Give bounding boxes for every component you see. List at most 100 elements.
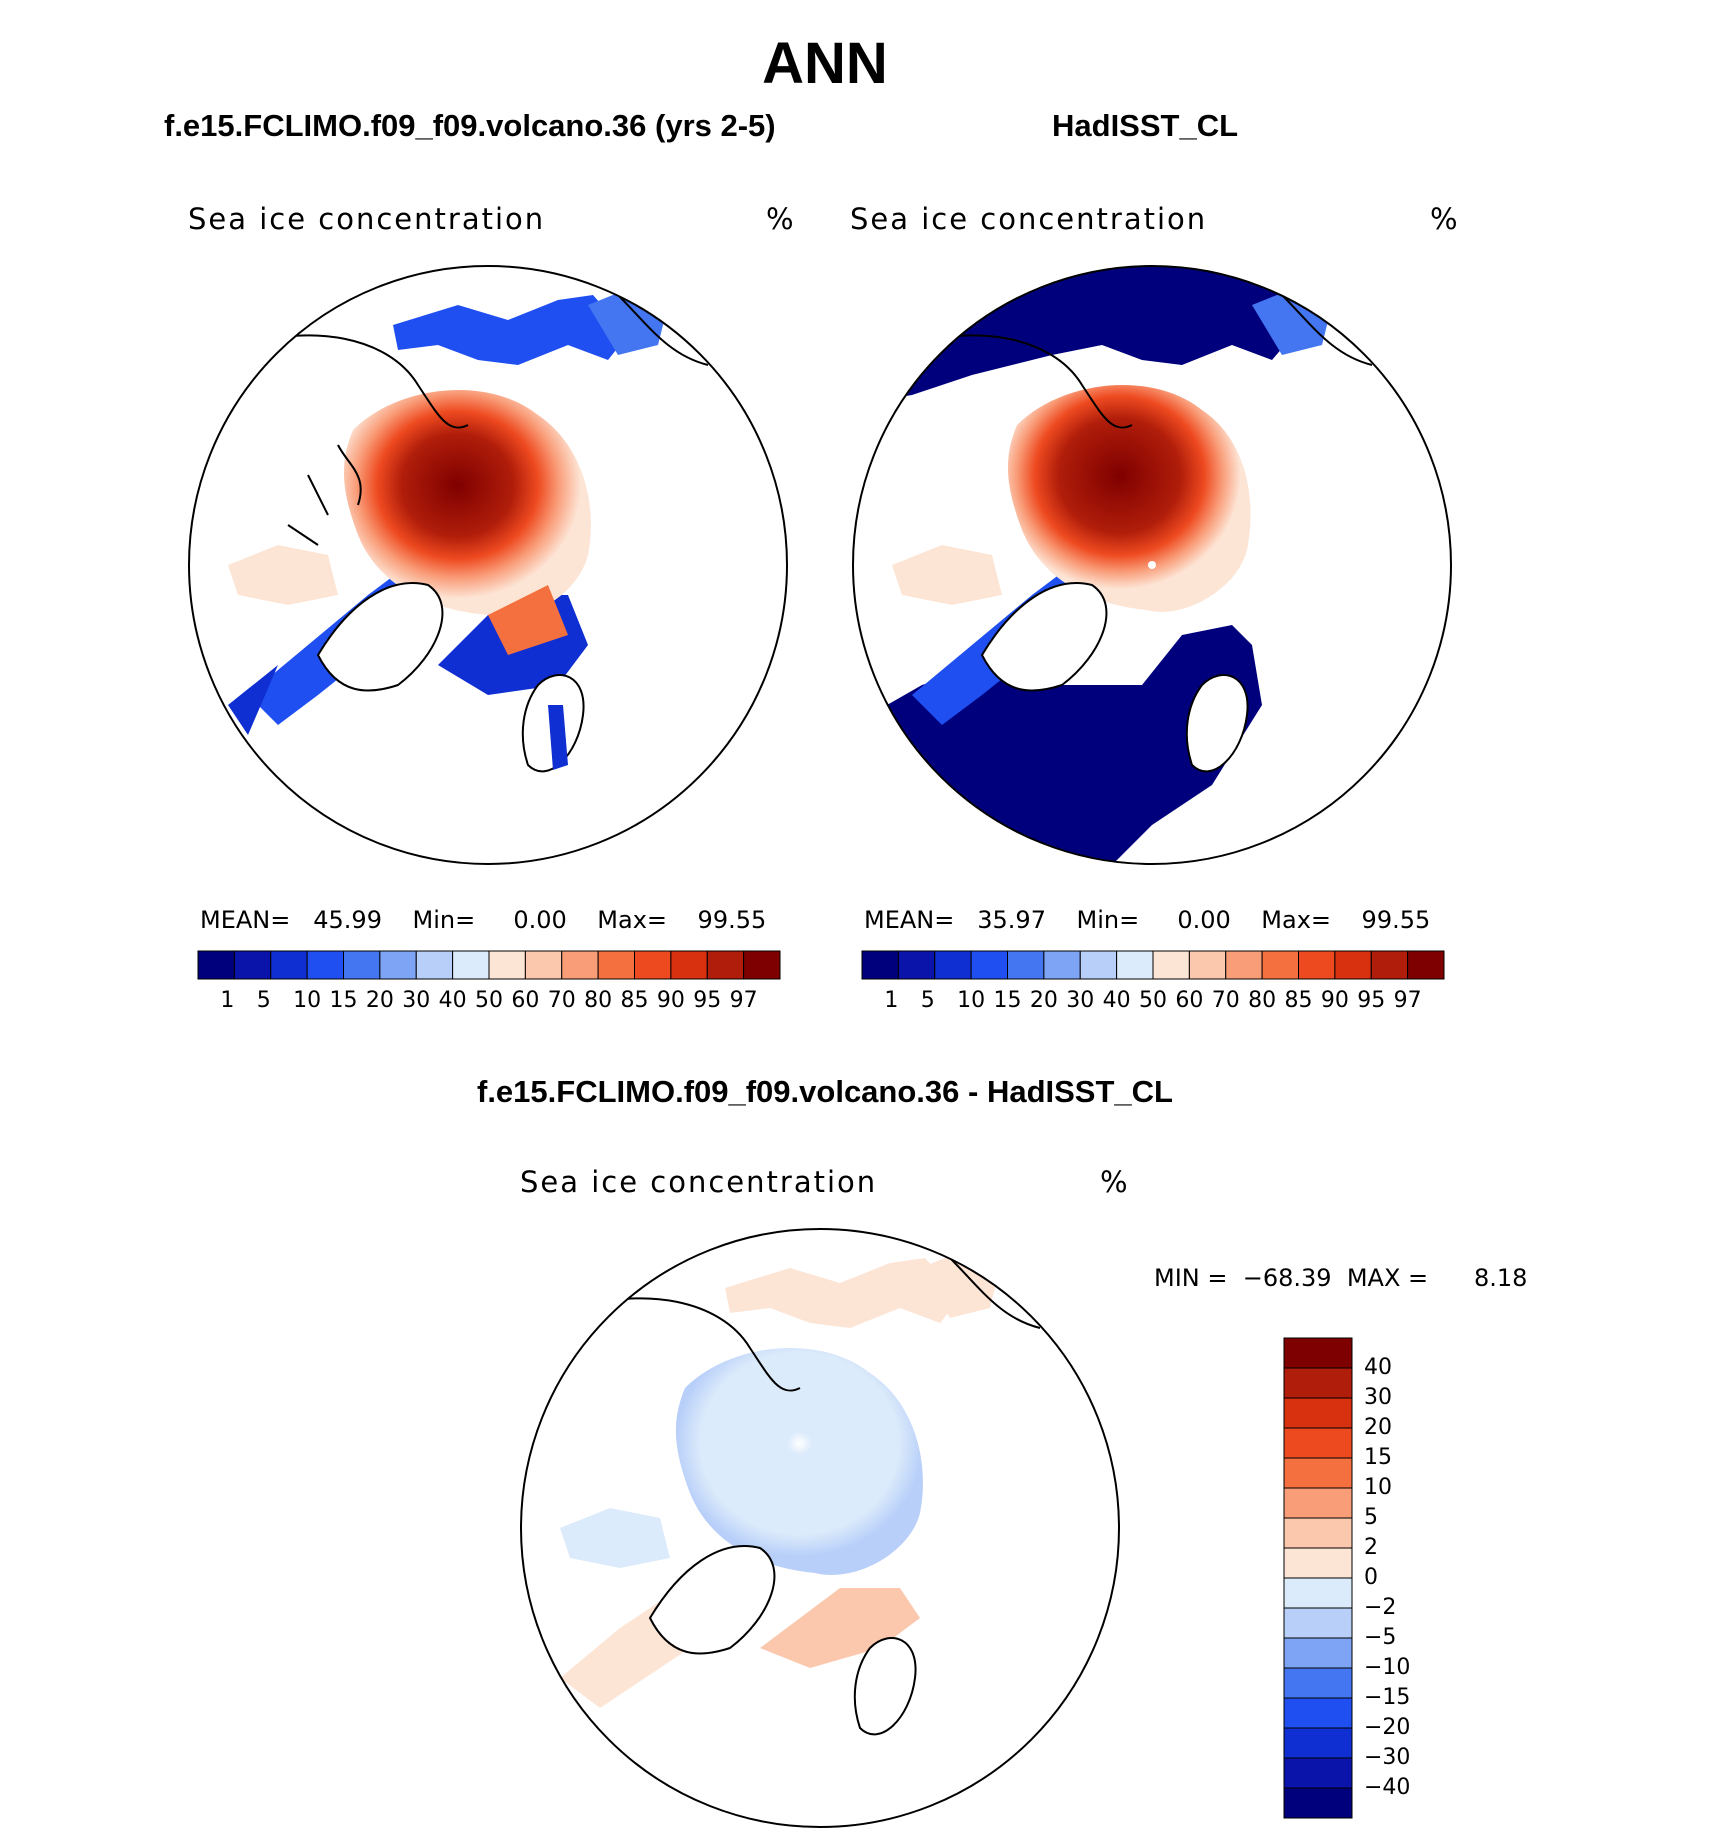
panel2-colorbar	[861, 950, 1445, 980]
panel1-title: f.e15.FCLIMO.f09_f09.volcano.36 (yrs 2-5…	[164, 108, 776, 143]
colorbar-tick-label: 50	[475, 988, 503, 1013]
panel3-baffin-diff	[560, 1508, 670, 1568]
panel1-barents-edge	[488, 585, 568, 655]
colorbar-tick-label: 5	[920, 988, 935, 1013]
colorbar-tick-label: 30	[1066, 988, 1095, 1013]
colorbar-tick-label: 50	[1139, 988, 1167, 1013]
colorbar-swatch-11	[1283, 1667, 1353, 1699]
panel2-variable-label: Sea ice concentration	[850, 202, 1208, 236]
panel3-central-diff	[675, 1347, 923, 1575]
colorbar-swatch-2	[270, 950, 308, 980]
panel3-title: f.e15.FCLIMO.f09_f09.volcano.36 - HadISS…	[477, 1074, 1173, 1109]
colorbar-tick-label: 10	[1364, 1475, 1392, 1500]
panel3-stats-row: MIN = −68.39 MAX = 8.18	[1154, 1264, 1527, 1292]
panel2-colorbar-ticks: 1 5 10 15 20 30 40 50 60 70 80 85 90 95 97	[862, 988, 1444, 1018]
colorbar-swatch-3	[970, 950, 1008, 980]
colorbar-tick-label: 40	[438, 988, 467, 1013]
colorbar-tick-label: 70	[547, 988, 576, 1013]
panel1-greenland-land	[316, 582, 444, 692]
panel2-max-label: Max=	[1261, 906, 1332, 934]
colorbar-tick-label: 97	[1393, 988, 1422, 1013]
colorbar-tick-label: 15	[1364, 1445, 1392, 1470]
colorbar-swatch-8	[1152, 950, 1190, 980]
panel2-min-label: Min=	[1076, 906, 1140, 934]
colorbar-swatch-0	[861, 950, 899, 980]
panel3-colorbar	[1283, 1337, 1353, 1819]
panel2-map	[852, 265, 1452, 865]
colorbar-tick-label: 90	[1320, 988, 1349, 1013]
panel2-min-value: 0.00	[1177, 906, 1231, 934]
page-title: ANN	[762, 31, 888, 96]
colorbar-swatch-6	[1079, 950, 1118, 980]
colorbar-tick-label: 10	[957, 988, 986, 1013]
colorbar-tick-label: 0	[1364, 1565, 1378, 1590]
colorbar-swatch-14	[1283, 1757, 1353, 1789]
colorbar-swatch-14	[706, 950, 745, 980]
panel2-pole-hole	[1148, 561, 1156, 569]
panel1-map	[188, 265, 788, 865]
panel3-colorbar-ticks: 40 30 20 15 10 5 2 0 −2 −5 −10 −15 −20 −30 −40	[1364, 1338, 1444, 1818]
colorbar-swatch-7	[1283, 1547, 1353, 1579]
colorbar-tick-label: 20	[1364, 1415, 1392, 1440]
colorbar-swatch-8	[1283, 1577, 1353, 1609]
colorbar-swatch-4	[343, 950, 381, 980]
panel2-central-ice	[1007, 384, 1251, 612]
colorbar-tick-label: 30	[1364, 1385, 1392, 1410]
panel1-labrador-low	[228, 665, 278, 735]
panel1-baltic-ice	[548, 705, 568, 770]
colorbar-tick-label: 15	[993, 988, 1022, 1013]
panel1-central-ice	[343, 389, 591, 617]
colorbar-swatch-13	[1334, 950, 1372, 980]
colorbar-swatch-4	[1283, 1457, 1353, 1489]
colorbar-swatch-11	[1261, 950, 1299, 980]
colorbar-swatch-12	[634, 950, 672, 980]
panel1-colorbar	[197, 950, 781, 980]
colorbar-swatch-5	[1043, 950, 1081, 980]
panel3-greenland-land	[648, 1545, 776, 1655]
panel3-units-label: %	[1100, 1165, 1130, 1199]
colorbar-tick-label: −10	[1364, 1655, 1411, 1680]
colorbar-swatch-1	[897, 950, 936, 980]
colorbar-swatch-1	[233, 950, 272, 980]
colorbar-swatch-15	[1407, 950, 1445, 980]
colorbar-tick-label: 85	[620, 988, 649, 1013]
panel2-baffin-ice	[892, 545, 1002, 605]
colorbar-swatch-0	[197, 950, 235, 980]
panel3-alaska-coast	[949, 1257, 1041, 1329]
colorbar-swatch-9	[1283, 1607, 1353, 1639]
panel1-canada-islands	[287, 444, 362, 546]
colorbar-swatch-3	[306, 950, 344, 980]
colorbar-tick-label: 80	[1248, 988, 1277, 1013]
colorbar-tick-label: −30	[1364, 1745, 1411, 1770]
panel1-bering-ice	[393, 295, 628, 365]
colorbar-swatch-7	[1116, 950, 1154, 980]
colorbar-tick-label: 40	[1364, 1355, 1392, 1380]
colorbar-tick-label: 20	[365, 988, 394, 1013]
colorbar-swatch-10	[1225, 950, 1263, 980]
colorbar-swatch-4	[1007, 950, 1045, 980]
colorbar-swatch-3	[1283, 1427, 1353, 1459]
colorbar-swatch-5	[379, 950, 417, 980]
panel1-variable-label: Sea ice concentration	[188, 202, 546, 236]
colorbar-tick-label: 97	[729, 988, 758, 1013]
colorbar-swatch-11	[597, 950, 635, 980]
colorbar-tick-label: −5	[1364, 1625, 1397, 1650]
colorbar-tick-label: 5	[256, 988, 271, 1013]
colorbar-swatch-8	[488, 950, 526, 980]
panel1-min-value: 0.00	[513, 906, 567, 934]
colorbar-tick-label: 1	[884, 988, 899, 1013]
colorbar-tick-label: 60	[1175, 988, 1204, 1013]
panel2-max-value: 99.55	[1361, 906, 1431, 934]
colorbar-tick-label: 2	[1364, 1535, 1378, 1560]
colorbar-swatch-13	[670, 950, 708, 980]
colorbar-swatch-6	[1283, 1517, 1353, 1549]
panel2-greenland-land	[980, 582, 1108, 692]
panel1-alaska-coast	[617, 294, 709, 366]
panel3-variable-label: Sea ice concentration	[520, 1165, 878, 1199]
colorbar-tick-label: 20	[1029, 988, 1058, 1013]
colorbar-tick-label: 60	[511, 988, 540, 1013]
colorbar-tick-label: 95	[1357, 988, 1386, 1013]
panel3-min-value: −68.39	[1242, 1264, 1332, 1292]
panel1-min-label: Min=	[412, 906, 476, 934]
colorbar-tick-label: 40	[1102, 988, 1131, 1013]
